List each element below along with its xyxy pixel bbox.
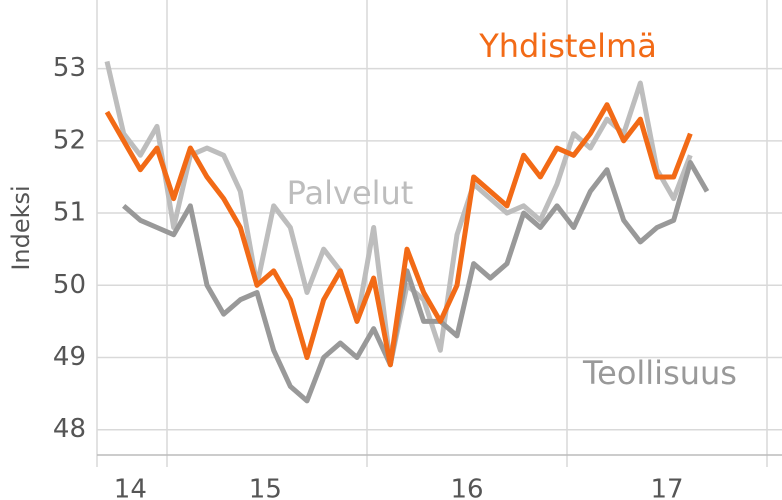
y-tick-label: 53 — [53, 53, 86, 83]
series-line — [104, 102, 693, 368]
y-tick-label: 50 — [53, 270, 86, 300]
y-tick-label: 52 — [53, 125, 86, 155]
x-tick-label: 17 — [650, 475, 683, 500]
x-tick-label: 16 — [450, 475, 483, 500]
y-axis-label: Indeksi — [7, 185, 35, 270]
series-label: Palvelut — [287, 174, 414, 212]
y-tick-label: 48 — [53, 414, 86, 444]
x-tick-label: 14 — [114, 475, 147, 500]
series-label: Yhdistelmä — [478, 27, 657, 65]
series-label: Teollisuus — [582, 354, 737, 392]
y-tick-label: 49 — [53, 342, 86, 372]
series-line — [122, 160, 710, 404]
y-tick-label: 51 — [53, 198, 86, 228]
x-tick-label: 15 — [249, 475, 282, 500]
